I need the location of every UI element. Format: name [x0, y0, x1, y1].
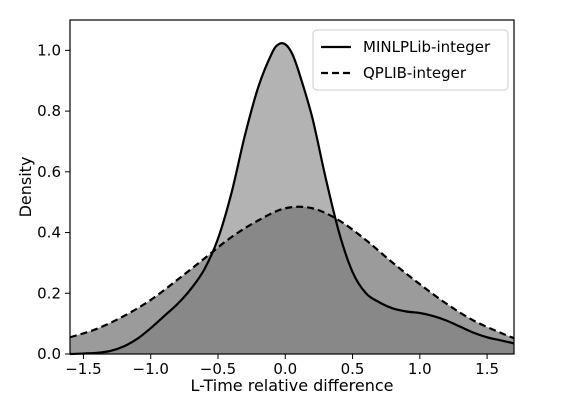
density-fill-0: [70, 43, 514, 355]
legend-label-1: QPLIB-integer: [363, 64, 467, 82]
y-axis-label: Density: [16, 157, 35, 218]
x-tick-label: −1.0: [133, 360, 169, 378]
density-fill-1: [70, 206, 514, 354]
y-tick-label: 0.0: [37, 345, 61, 363]
x-tick-label: 1.5: [475, 360, 499, 378]
density-line-1: [69, 205, 515, 340]
x-tick-label: −0.5: [200, 360, 236, 378]
y-tick-label: 0.4: [37, 224, 61, 242]
x-tick-label: −1.5: [65, 360, 101, 378]
y-tick-label: 0.2: [37, 284, 61, 302]
density-fills: [70, 43, 514, 355]
x-tick-label: 0.5: [341, 360, 365, 378]
x-tick-label: 0.0: [273, 360, 297, 378]
y-tick-label: 0.8: [37, 102, 61, 120]
y-tick-label: 0.6: [37, 163, 61, 181]
density-lines: [69, 42, 515, 356]
plot-frame: [69, 19, 515, 355]
x-tick-label: 1.0: [408, 360, 432, 378]
x-axis-label: L-Time relative difference: [191, 376, 394, 395]
x-axis-ticks: −1.5 −1.0 −0.5 0.0 0.5 1.0 1.5: [65, 354, 499, 378]
y-tick-label: 1.0: [37, 41, 61, 59]
legend-box: [312, 29, 509, 91]
legend-label-0: MINLPLib-integer: [363, 38, 491, 56]
y-axis-ticks: 0.0 0.2 0.4 0.6 0.8 1.0: [37, 41, 70, 363]
legend: MINLPLib-integer QPLIB-integer: [312, 29, 509, 91]
density-line-0: [69, 42, 515, 356]
